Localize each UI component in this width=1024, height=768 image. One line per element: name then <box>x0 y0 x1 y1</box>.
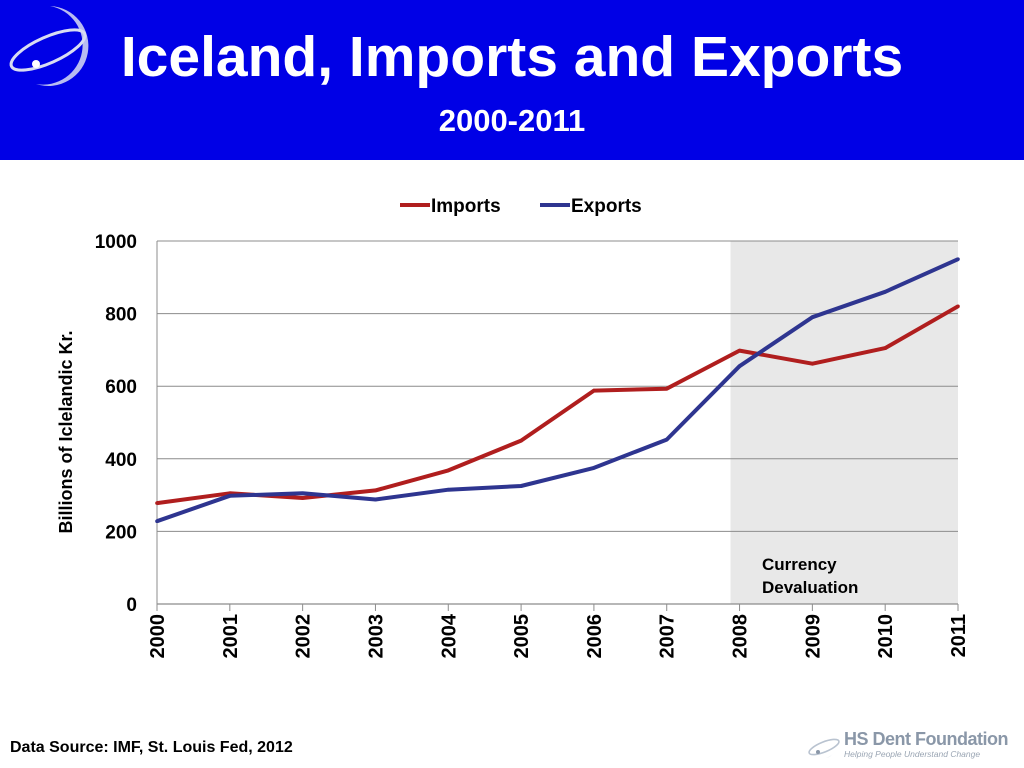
data-point-exports <box>664 437 669 442</box>
y-tick-label: 200 <box>105 522 137 543</box>
x-tick-label: 2006 <box>584 614 606 659</box>
x-tick-label: 2009 <box>802 614 824 659</box>
data-source-note: Data Source: IMF, St. Louis Fed, 2012 <box>10 739 293 756</box>
data-point-imports <box>519 438 523 443</box>
legend-label-exports: Exports <box>571 196 642 217</box>
y-axis-label: Billions of Iclelandic Kr. <box>56 330 76 533</box>
header-banner: Iceland, Imports and Exports 2000-2011 <box>0 0 1024 160</box>
x-tick-label: 2005 <box>511 614 533 659</box>
data-point-imports <box>300 496 305 500</box>
line-chart: Currency Devaluation 0 200 400 600 800 1000 2000… <box>56 196 970 659</box>
x-tick-label: 2008 <box>730 614 752 659</box>
data-point-imports <box>664 386 669 391</box>
data-point-imports <box>155 501 159 505</box>
y-tick-label: 1000 <box>95 232 137 253</box>
data-point-imports <box>446 468 451 473</box>
data-point-exports <box>883 290 887 294</box>
x-tick-label: 2003 <box>365 614 387 659</box>
x-tick-label: 2011 <box>948 614 970 657</box>
brand-name: HS Dent Foundation <box>844 729 1008 749</box>
data-point-imports <box>956 304 960 309</box>
swirl-icon <box>808 732 840 759</box>
data-point-imports <box>883 346 887 350</box>
brand-tagline: Helping People Understand Change <box>844 749 981 759</box>
data-point-imports <box>373 488 378 493</box>
series-line-imports <box>156 304 959 506</box>
shaded-region-label-line1: Currency <box>762 555 837 574</box>
data-point-exports <box>737 364 742 369</box>
x-tick-label: 2000 <box>147 614 169 659</box>
brand-logo: HS Dent Foundation Helping People Unders… <box>806 728 1016 762</box>
series-line-exports <box>156 257 959 524</box>
data-point-exports <box>519 484 523 488</box>
y-tick-label: 800 <box>105 305 137 326</box>
data-point-imports <box>592 388 596 393</box>
page-subtitle: 2000-2011 <box>438 103 586 138</box>
y-tick-label: 0 <box>126 595 137 616</box>
swirl-logo-icon <box>9 6 89 86</box>
page-title: Iceland, Imports and Exports <box>120 25 904 89</box>
data-point-exports <box>446 487 451 492</box>
data-point-imports <box>737 348 742 353</box>
x-tick-label: 2007 <box>657 614 679 659</box>
shaded-region-label-line2: Devaluation <box>762 578 858 597</box>
x-tick-label: 2001 <box>220 614 242 659</box>
data-point-exports <box>956 257 960 261</box>
data-point-exports <box>300 491 305 496</box>
x-tick-label: 2004 <box>438 613 460 658</box>
data-point-exports <box>592 466 596 470</box>
data-point-exports <box>810 315 815 320</box>
data-point-exports <box>228 494 232 498</box>
x-tick-label: 2010 <box>875 614 897 659</box>
y-tick-label: 600 <box>105 377 137 398</box>
data-point-exports <box>373 497 378 502</box>
y-tick-label: 400 <box>105 450 137 471</box>
x-tick-label: 2002 <box>293 614 315 659</box>
legend-label-imports: Imports <box>431 196 501 217</box>
data-point-exports <box>155 519 159 524</box>
data-point-imports <box>810 361 815 366</box>
shaded-region <box>730 241 958 604</box>
